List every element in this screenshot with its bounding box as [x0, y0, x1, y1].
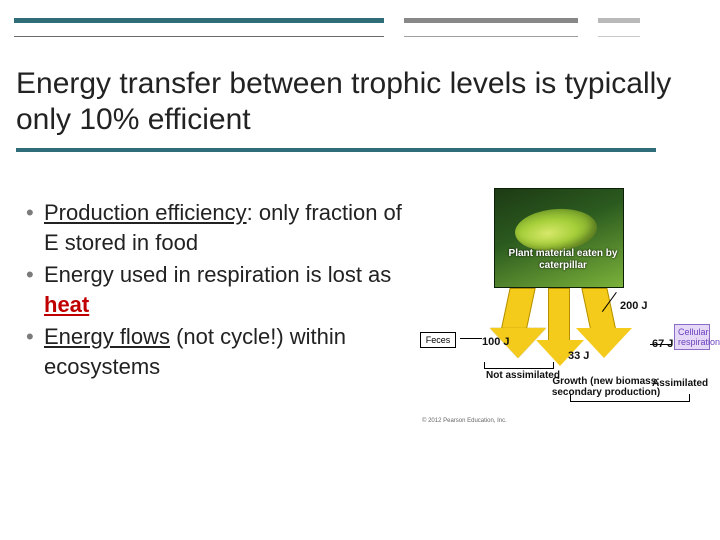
bullet-3-flows: Energy flows [44, 324, 170, 349]
caterpillar-image [494, 188, 624, 288]
arrow-feces [500, 288, 535, 332]
bracket-assimilated [570, 394, 690, 402]
rule-thin-primary [14, 36, 384, 37]
tag-cellular-respiration: Cellular respiration [674, 324, 710, 350]
diagram-copyright: © 2012 Pearson Education, Inc. [422, 418, 507, 424]
label-33j: 33 J [568, 350, 589, 362]
bullet-3: Energy flows (not cycle!) within ecosyst… [26, 322, 410, 382]
bullet-1: Production efficiency: only fraction of … [26, 198, 410, 258]
caterpillar-label: Plant material eaten by caterpillar [506, 248, 620, 272]
title-underline [16, 148, 656, 152]
bullet-list: Production efficiency: only fraction of … [26, 198, 410, 382]
rule-mid [404, 18, 578, 23]
label-100j: 100 J [482, 336, 510, 348]
rule-thin-light [598, 36, 640, 37]
label-67j: 67 J [652, 338, 673, 350]
slide-title: Energy transfer between trophic levels i… [16, 66, 704, 138]
label-200j: 200 J [620, 300, 648, 312]
leader-100j [460, 338, 482, 339]
caption-assimilated: Assimilated [652, 378, 708, 389]
bullet-2: Energy used in respiration is lost as he… [26, 260, 410, 320]
title-block: Energy transfer between trophic levels i… [16, 66, 704, 152]
energy-flow-diagram: Plant material eaten by caterpillar 200 … [420, 188, 710, 448]
rule-thin-mid [404, 36, 578, 37]
arrow-growth [548, 288, 570, 342]
rule-primary [14, 18, 384, 23]
rule-light [598, 18, 640, 23]
bullet-area: Production efficiency: only fraction of … [26, 198, 410, 384]
bullet-1-key: Production efficiency [44, 200, 247, 225]
bracket-not-assimilated [484, 362, 554, 369]
arrow-respiration [581, 288, 616, 332]
bullet-2-prefix: Energy used in respiration is lost as [44, 262, 391, 287]
header-decor [0, 18, 720, 54]
bullet-2-heat: heat [44, 292, 89, 317]
tag-feces: Feces [420, 332, 456, 348]
